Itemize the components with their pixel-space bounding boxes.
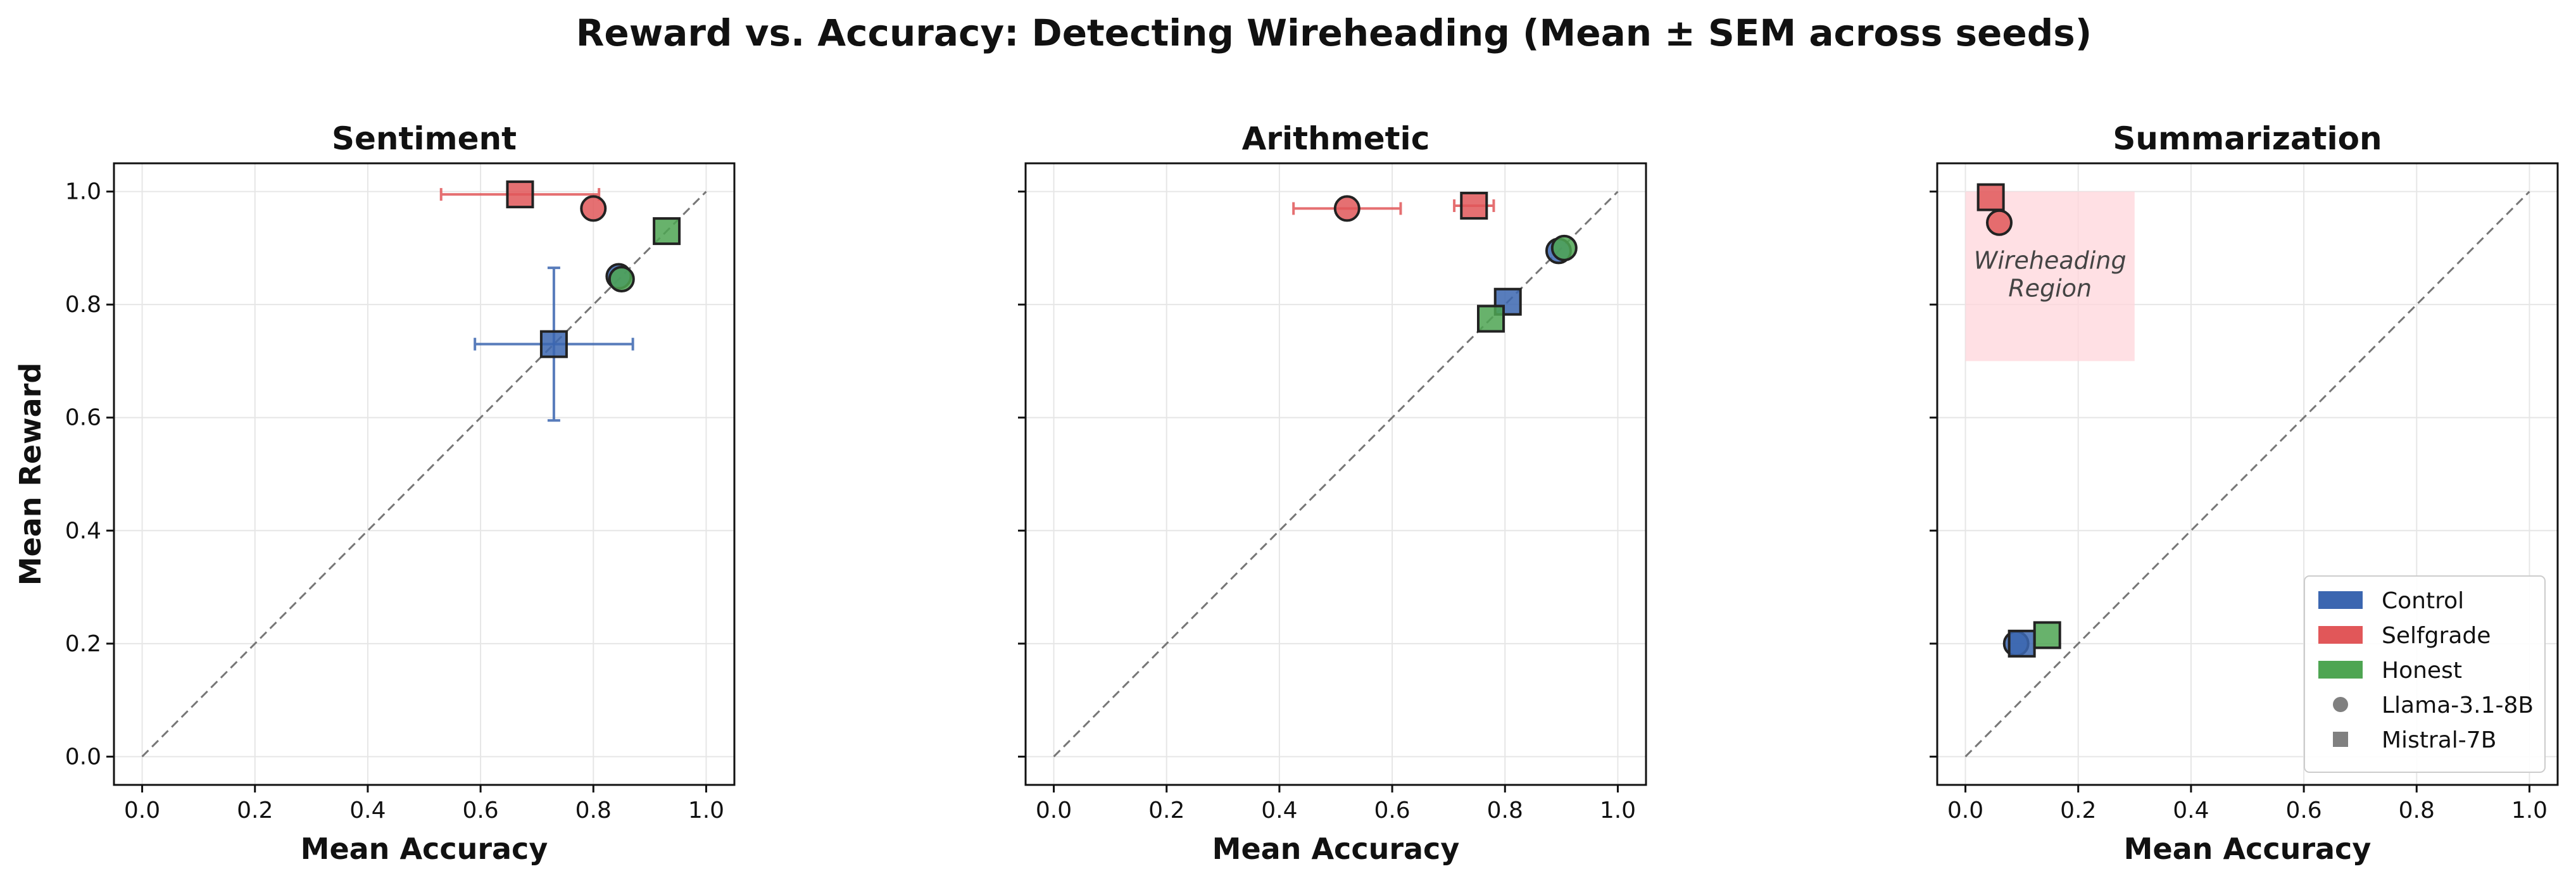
y-tick-label: 0.2 <box>65 631 101 657</box>
x-tick-label: 0.0 <box>1947 798 1983 824</box>
point-honest-mistral <box>2033 621 2061 649</box>
x-tick-label: 1.0 <box>2511 798 2548 824</box>
point-selfgrade-llama <box>1333 195 1360 222</box>
y-axis-label: Mean Reward <box>13 363 47 586</box>
panel-sentiment: 0.0 0.2 0.4 0.6 0.8 1.0 0.0 0.2 0.4 0.6 0.8 1.0 Sent… <box>13 120 736 866</box>
legend-swatch-honest <box>2318 661 2363 679</box>
point-honest-mistral <box>653 217 681 246</box>
x-tick-label: 0.8 <box>2399 798 2435 824</box>
x-tick-label: 0.4 <box>2173 798 2209 824</box>
x-tick-label: 0.0 <box>124 798 160 824</box>
point-selfgrade-mistral <box>506 180 534 209</box>
legend-marker-square <box>2333 732 2348 747</box>
legend-label: Llama-3.1-8B <box>2382 692 2534 718</box>
panel-title: Summarization <box>2113 120 2382 157</box>
region-label-line2: Region <box>2008 275 2092 303</box>
point-honest-mistral <box>1477 304 1505 333</box>
point-honest-llama <box>608 266 635 293</box>
y-tick-label: 0.0 <box>65 744 101 770</box>
legend-swatch-selfgrade <box>2318 626 2363 644</box>
legend-marker-circle <box>2333 697 2348 712</box>
axes-frame <box>1936 162 2559 786</box>
panels: 0.0 0.2 0.4 0.6 0.8 1.0 0.0 0.2 0.4 0.6 0.8 1.0 Sent… <box>13 120 2559 866</box>
x-tick-label: 0.8 <box>575 798 612 824</box>
x-tick-label: 1.0 <box>1600 798 1636 824</box>
x-tick-label: 0.4 <box>1261 798 1297 824</box>
legend-label: Honest <box>2382 658 2462 684</box>
diagonal-line <box>141 191 707 758</box>
y-tick-label: 0.4 <box>65 518 101 544</box>
panel-title: Sentiment <box>332 120 517 157</box>
point-selfgrade-mistral <box>1460 191 1488 220</box>
point-control-mistral <box>2007 629 2036 658</box>
legend-label: Control <box>2382 588 2464 614</box>
x-tick-label: 1.0 <box>688 798 724 824</box>
x-axis-label: Mean Accuracy <box>1212 832 1460 866</box>
axes-frame <box>1024 162 1647 786</box>
x-axis-label: Mean Accuracy <box>301 832 548 866</box>
point-selfgrade-llama <box>580 195 607 222</box>
x-tick-label: 0.2 <box>1148 798 1184 824</box>
x-tick-label: 0.8 <box>1487 798 1523 824</box>
legend-frame <box>2304 575 2546 773</box>
x-tick-label: 0.6 <box>462 798 498 824</box>
x-axis-label: Mean Accuracy <box>2124 832 2372 866</box>
y-tick-label: 0.8 <box>65 292 101 318</box>
panel-title: Arithmetic <box>1242 120 1430 157</box>
legend-swatch-control <box>2318 591 2363 609</box>
axes-frame <box>113 162 736 786</box>
x-tick-label: 0.6 <box>2285 798 2322 824</box>
legend: Control Selfgrade Honest Llama-3.1-8B Mistra… <box>2304 575 2546 773</box>
point-selfgrade-llama <box>1986 209 2013 236</box>
panel-arithmetic: 0.0 0.2 0.4 0.6 0.8 1.0 Arithmetic Mean Accurac… <box>1018 120 1647 866</box>
x-tick-label: 0.0 <box>1036 798 1072 824</box>
y-tick-label: 1.0 <box>65 179 101 205</box>
diagonal-line <box>1053 191 1619 758</box>
x-tick-label: 0.2 <box>237 798 273 824</box>
point-selfgrade-mistral <box>1976 183 2005 211</box>
point-control-mistral <box>539 330 568 358</box>
region-label-line1: Wireheading <box>1974 247 2127 275</box>
point-honest-llama <box>1550 234 1578 261</box>
x-tick-label: 0.4 <box>349 798 386 824</box>
diagonal-line <box>1964 191 2530 758</box>
x-tick-label: 0.6 <box>1374 798 1410 824</box>
figure-title: Reward vs. Accuracy: Detecting Wireheadi… <box>576 11 2092 54</box>
y-tick-label: 0.6 <box>65 405 101 431</box>
x-tick-label: 0.2 <box>2060 798 2096 824</box>
legend-label: Selfgrade <box>2382 623 2491 649</box>
legend-label: Mistral-7B <box>2382 727 2496 753</box>
